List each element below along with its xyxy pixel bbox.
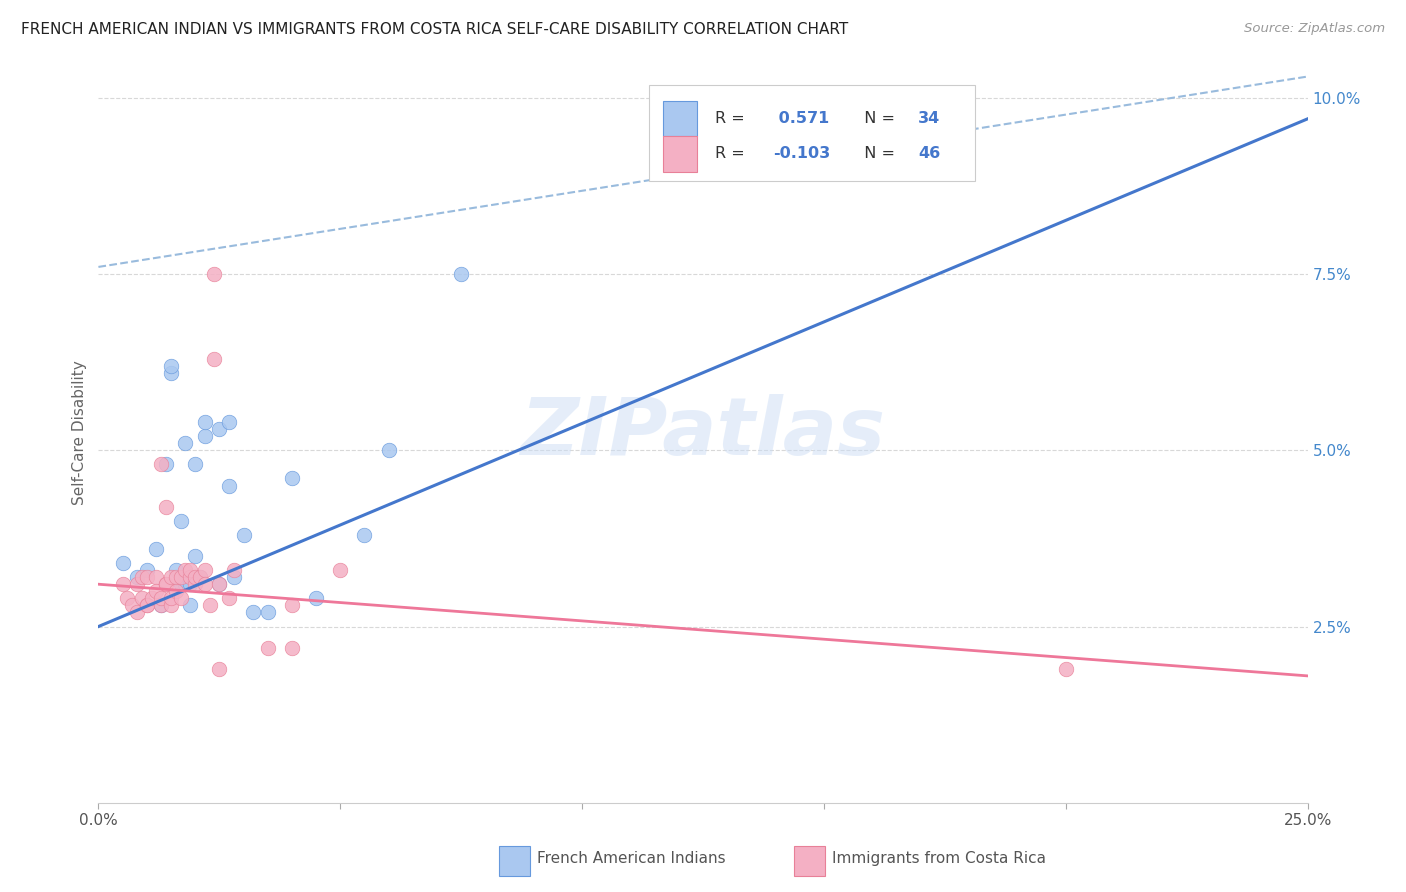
Point [160, 359, 183, 373]
Point [242, 606, 264, 620]
Point [305, 591, 328, 606]
Point [208, 577, 231, 591]
FancyBboxPatch shape [664, 101, 697, 136]
Point [222, 563, 245, 577]
Text: FRENCH AMERICAN INDIAN VS IMMIGRANTS FROM COSTA RICA SELF-CARE DISABILITY CORREL: FRENCH AMERICAN INDIAN VS IMMIGRANTS FRO… [21, 22, 848, 37]
Text: Source: ZipAtlas.com: Source: ZipAtlas.com [1244, 22, 1385, 36]
Point [145, 584, 167, 599]
Point [169, 514, 191, 528]
Point [179, 563, 201, 577]
Point [184, 458, 207, 472]
Point [145, 570, 167, 584]
Point [127, 577, 149, 591]
Point [208, 422, 231, 436]
Point [218, 591, 240, 606]
Point [281, 640, 304, 655]
Point [135, 599, 157, 613]
Point [160, 366, 183, 380]
Y-axis label: Self-Care Disability: Self-Care Disability [72, 360, 87, 505]
Point [179, 577, 201, 591]
Point [165, 563, 187, 577]
Point [135, 563, 157, 577]
Point [155, 577, 177, 591]
Point [194, 577, 217, 591]
Point [160, 599, 183, 613]
Point [1054, 662, 1077, 676]
Point [169, 570, 191, 584]
Point [155, 458, 177, 472]
Point [160, 591, 183, 606]
Point [111, 577, 134, 591]
Text: 46: 46 [918, 146, 941, 161]
Point [127, 606, 149, 620]
Point [141, 591, 163, 606]
Point [145, 541, 167, 556]
Text: Immigrants from Costa Rica: Immigrants from Costa Rica [832, 852, 1046, 866]
Text: N =: N = [855, 111, 900, 126]
Point [150, 599, 173, 613]
Point [204, 351, 226, 366]
Point [281, 471, 304, 485]
Point [188, 570, 211, 584]
Point [150, 599, 173, 613]
Point [160, 570, 183, 584]
Point [135, 570, 157, 584]
Text: -0.103: -0.103 [773, 146, 831, 161]
FancyBboxPatch shape [664, 136, 697, 172]
Point [188, 570, 211, 584]
Point [155, 500, 177, 514]
Point [131, 591, 153, 606]
Point [179, 570, 201, 584]
Point [150, 458, 173, 472]
Point [208, 577, 231, 591]
Point [198, 599, 221, 613]
Point [174, 436, 197, 450]
Point [222, 570, 245, 584]
Point [174, 577, 197, 591]
Point [204, 267, 226, 281]
Text: R =: R = [716, 146, 749, 161]
Text: N =: N = [855, 146, 900, 161]
Point [208, 662, 231, 676]
Point [184, 549, 207, 563]
Point [256, 606, 278, 620]
Point [121, 599, 143, 613]
Point [111, 556, 134, 570]
Point [353, 528, 375, 542]
Point [169, 591, 191, 606]
Point [127, 570, 149, 584]
Point [184, 577, 207, 591]
Text: French American Indians: French American Indians [537, 852, 725, 866]
Point [150, 591, 173, 606]
Text: 34: 34 [918, 111, 941, 126]
Point [117, 591, 139, 606]
Point [218, 415, 240, 429]
Point [184, 570, 207, 584]
Text: 0.571: 0.571 [773, 111, 830, 126]
Point [174, 563, 197, 577]
Point [256, 640, 278, 655]
Point [281, 599, 304, 613]
Point [165, 570, 187, 584]
Point [860, 154, 883, 169]
Point [169, 577, 191, 591]
Point [165, 584, 187, 599]
Point [329, 563, 352, 577]
Point [155, 577, 177, 591]
FancyBboxPatch shape [648, 85, 976, 181]
Point [218, 478, 240, 492]
Point [179, 599, 201, 613]
Point [194, 429, 217, 443]
Text: ZIPatlas: ZIPatlas [520, 393, 886, 472]
Point [131, 570, 153, 584]
Point [232, 528, 254, 542]
Point [194, 415, 217, 429]
Point [377, 443, 399, 458]
Point [135, 599, 157, 613]
Point [194, 563, 217, 577]
Point [450, 267, 472, 281]
Text: R =: R = [716, 111, 749, 126]
